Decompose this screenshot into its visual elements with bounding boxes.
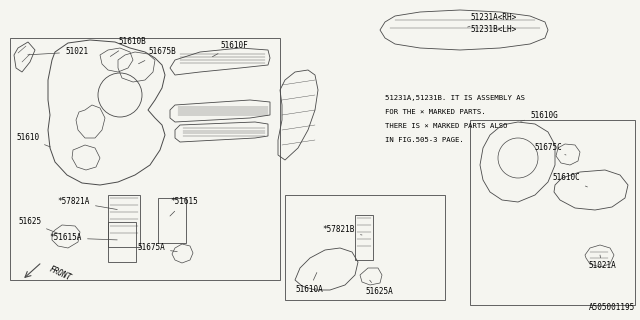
Text: 51231A<RH>: 51231A<RH> [468, 13, 516, 27]
Text: THERE IS × MARKED PARTS ALSO: THERE IS × MARKED PARTS ALSO [385, 123, 508, 129]
Text: 51625: 51625 [18, 218, 60, 234]
Text: 51675C: 51675C [534, 143, 566, 155]
Text: FOR THE × MARKED PARTS.: FOR THE × MARKED PARTS. [385, 109, 486, 115]
Text: *51615A: *51615A [50, 234, 117, 243]
Text: 51625A: 51625A [365, 280, 393, 297]
Text: *51615: *51615 [170, 197, 198, 216]
Text: *57821B: *57821B [323, 226, 362, 235]
Text: 51675B: 51675B [138, 47, 176, 64]
Text: IN FIG.505-3 PAGE.: IN FIG.505-3 PAGE. [385, 137, 464, 143]
Text: 51021: 51021 [28, 47, 88, 57]
Text: 51021A: 51021A [588, 255, 616, 269]
Text: 51610G: 51610G [521, 110, 557, 121]
Text: 51610B: 51610B [110, 37, 146, 56]
Text: 51610C: 51610C [552, 173, 588, 187]
Text: 51231A,51231B. IT IS ASSEMBLY AS: 51231A,51231B. IT IS ASSEMBLY AS [385, 95, 525, 101]
Text: *57821A: *57821A [58, 197, 117, 210]
Text: 51231B<LH>: 51231B<LH> [470, 26, 516, 35]
Text: FRONT: FRONT [48, 265, 73, 283]
Text: 51610F: 51610F [212, 41, 248, 57]
Text: A505001195: A505001195 [589, 303, 635, 312]
Text: 51610: 51610 [16, 133, 51, 147]
Text: 51675A: 51675A [137, 244, 177, 252]
Text: 51610A: 51610A [295, 273, 323, 294]
